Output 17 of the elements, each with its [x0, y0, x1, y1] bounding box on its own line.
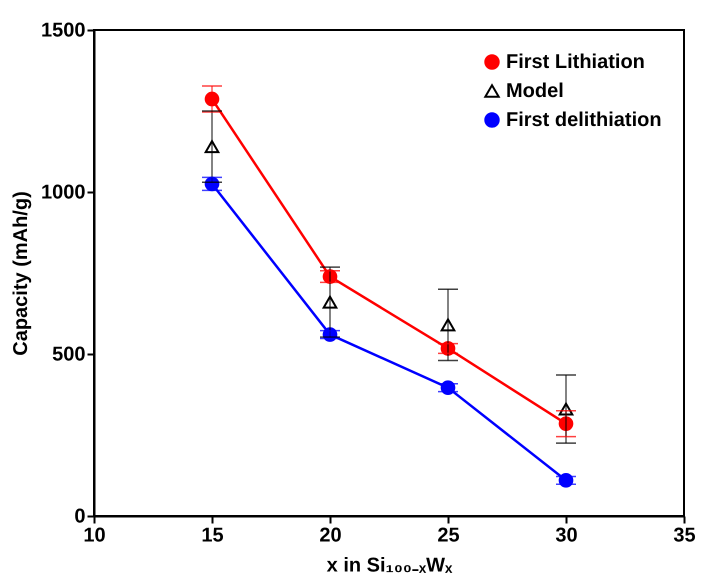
legend-label: Model — [506, 80, 564, 102]
y-tick-label: 1000 — [41, 182, 86, 204]
x-tick-label: 15 — [201, 524, 224, 546]
y-axis-title: Capacity (mAh/g) — [10, 191, 32, 356]
x-tick-label: 10 — [83, 524, 106, 546]
legend-label: First delithiation — [506, 109, 662, 131]
point — [558, 416, 574, 431]
x-tick-label: 30 — [555, 524, 578, 546]
x-axis-title: x in Si₁₀₀₋ₓWₓ — [326, 554, 454, 576]
x-tick-label: 35 — [673, 524, 696, 546]
x-tick-label: 25 — [437, 524, 460, 546]
point — [204, 92, 220, 106]
legend-label: First Lithiation — [506, 51, 645, 73]
y-tick-label: 0 — [74, 506, 86, 528]
x-tick-label: 20 — [319, 524, 342, 546]
y-tick-label: 1500 — [41, 20, 86, 42]
y-tick-label: 500 — [52, 344, 86, 366]
